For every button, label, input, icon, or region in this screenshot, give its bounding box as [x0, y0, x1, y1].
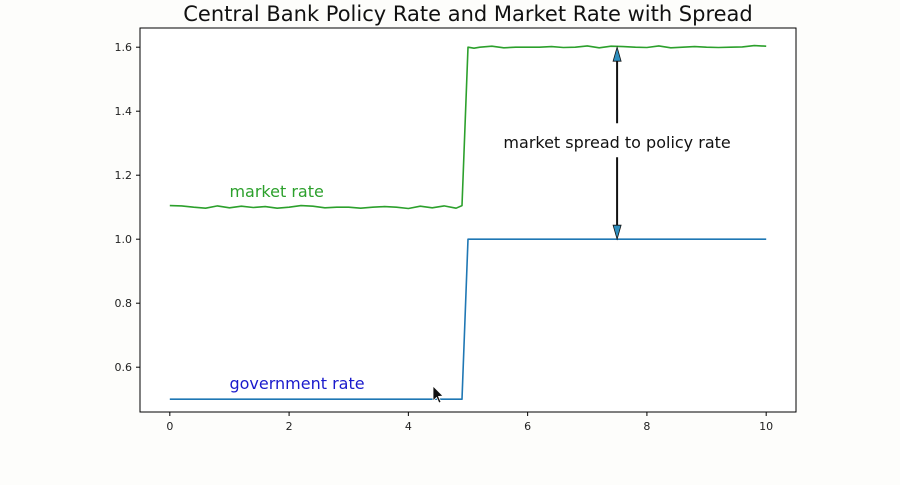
spread-arrow-head-down	[612, 224, 622, 241]
annotation-label-background	[500, 131, 734, 155]
y-tick-label: 1.4	[115, 105, 133, 118]
series-line-market-rate	[169, 44, 767, 210]
chart-title: Central Bank Policy Rate and Market Rate…	[183, 2, 753, 26]
annotation-label: market spread to policy rate	[503, 133, 730, 152]
annotation-label: market rate	[229, 182, 323, 201]
x-tick-label: 10	[759, 420, 773, 433]
x-tick-label: 0	[166, 420, 173, 433]
y-tick-label: 0.6	[115, 361, 133, 374]
plot-frame	[139, 27, 797, 413]
annotation-label: government rate	[229, 374, 364, 393]
y-tick-label: 0.8	[115, 297, 133, 310]
annotation-layer: market rate government rate market spread …	[229, 45, 734, 393]
y-axis: 0.6 0.8 1.0 1.2 1.4 1.6	[115, 41, 140, 374]
x-tick-label: 8	[643, 420, 650, 433]
y-tick-label: 1.6	[115, 41, 133, 54]
y-tick-label: 1.2	[115, 169, 133, 182]
series-line-government-rate	[169, 238, 767, 401]
series-layer	[169, 44, 767, 401]
x-tick-label: 2	[286, 420, 293, 433]
x-tick-label: 6	[524, 420, 531, 433]
x-tick-label: 4	[405, 420, 412, 433]
spread-arrow-head-up	[612, 45, 622, 62]
y-tick-label: 1.0	[115, 233, 133, 246]
mouse-cursor-icon	[432, 385, 444, 404]
x-axis: 0 2 4 6 8 10	[166, 412, 773, 433]
